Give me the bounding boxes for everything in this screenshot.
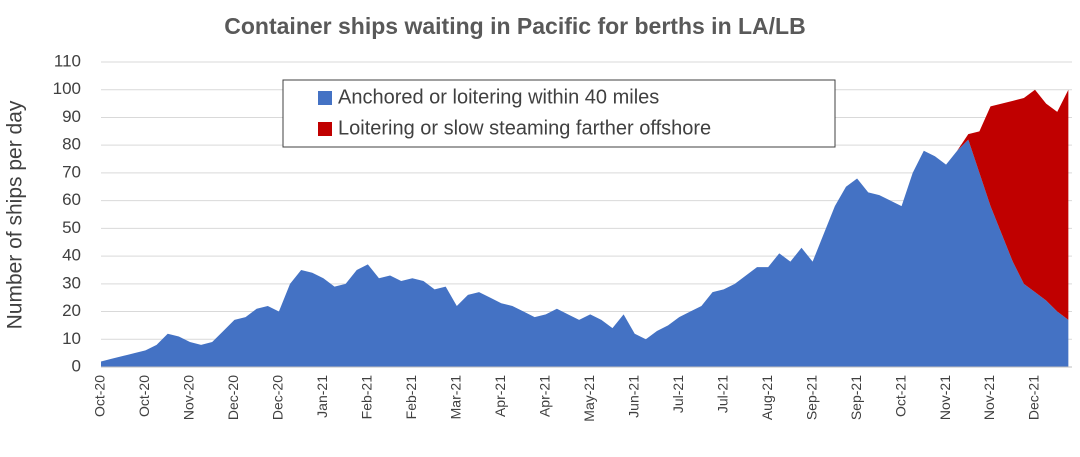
y-tick-label: 20 (62, 301, 81, 320)
y-tick-label: 60 (62, 190, 81, 209)
y-tick-label: 110 (54, 51, 81, 70)
x-tick-label: Jul-21 (670, 375, 686, 413)
legend-swatch (318, 122, 332, 136)
x-tick-label: Oct-21 (892, 375, 908, 417)
y-tick-label: 30 (62, 273, 81, 292)
x-tick-label: Jan-21 (314, 375, 330, 418)
x-tick-label: Apr-21 (492, 375, 508, 417)
x-tick-label: Dec-21 (1026, 375, 1042, 420)
legend-label: Anchored or loitering within 40 miles (338, 86, 659, 108)
y-tick-label: 90 (62, 107, 81, 126)
legend-swatch (318, 91, 332, 105)
y-tick-label: 0 (72, 356, 81, 375)
x-tick-label: Nov-20 (181, 375, 197, 420)
y-tick-label: 70 (62, 162, 81, 181)
x-tick-label: Jul-21 (714, 375, 730, 413)
x-tick-label: Dec-20 (270, 375, 286, 420)
x-tick-label: Feb-21 (359, 375, 375, 420)
y-axis-label: Number of ships per day (4, 100, 27, 329)
x-tick-label: Oct-20 (92, 375, 108, 417)
x-tick-label: Feb-21 (403, 375, 419, 420)
y-tick-label: 50 (62, 218, 81, 237)
legend-label: Loitering or slow steaming farther offsh… (338, 117, 711, 139)
legend-box (282, 79, 836, 148)
x-tick-label: Mar-21 (448, 375, 464, 420)
x-tick-label: Aug-21 (759, 375, 775, 420)
chart-title: Container ships waiting in Pacific for b… (224, 13, 805, 39)
y-tick-label: 40 (62, 246, 81, 265)
y-tick-label: 10 (62, 329, 81, 348)
x-tick-label: Nov-21 (981, 375, 997, 420)
x-tick-label: May-21 (581, 375, 597, 422)
x-tick-label: Jun-21 (625, 375, 641, 418)
x-tick-label: Apr-21 (536, 375, 552, 417)
x-tick-label: Sep-21 (848, 375, 864, 420)
x-tick-label: Dec-20 (225, 375, 241, 420)
area (101, 139, 1069, 367)
y-tick-label: 100 (53, 79, 81, 98)
x-tick-label: Nov-21 (937, 375, 953, 420)
x-tick-label: Sep-21 (803, 375, 819, 420)
y-tick-label: 80 (62, 135, 81, 154)
x-tick-label: Oct-20 (136, 375, 152, 417)
